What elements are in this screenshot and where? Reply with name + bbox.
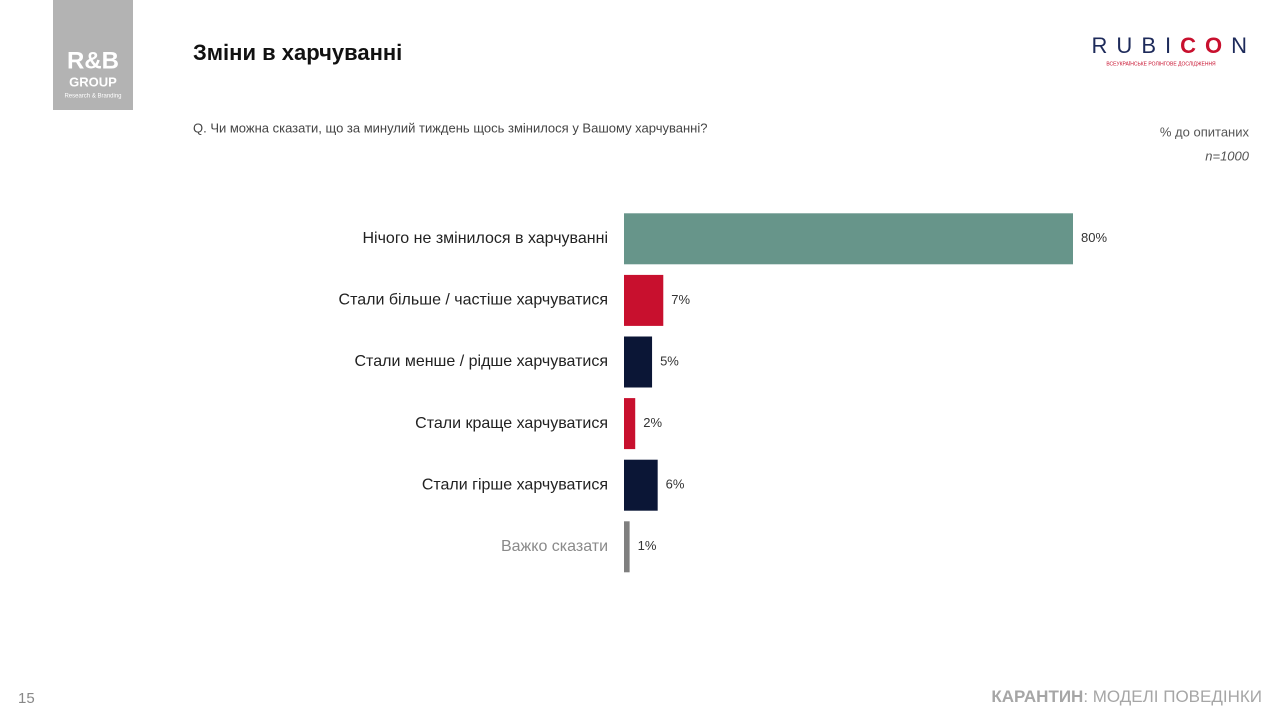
category-label: Важко сказати (501, 538, 608, 555)
sample: n=1000 (1205, 148, 1250, 163)
bar (624, 398, 636, 450)
footer-bold: КАРАНТИН (991, 687, 1083, 706)
brand-part: RUBI (1092, 33, 1181, 58)
value-label: 6% (666, 477, 685, 492)
brand: RUBICON (1092, 33, 1256, 58)
footer: КАРАНТИН: МОДЕЛІ ПОВЕДІНКИ (991, 687, 1262, 706)
category-label: Стали гірше харчуватися (422, 476, 608, 493)
bar (624, 521, 630, 573)
category-label: Стали більше / частіше харчуватися (339, 292, 608, 309)
category-label: Стали менше / рідше харчуватися (355, 353, 609, 370)
bar (624, 336, 653, 388)
note: % до опитаних (1160, 124, 1250, 139)
value-label: 80% (1081, 230, 1107, 245)
title: Зміни в харчуванні (193, 40, 402, 65)
logo-name: R&B (67, 47, 119, 74)
category-label: Нічого не змінилося в харчуванні (362, 230, 608, 247)
logo-sub: GROUP (69, 74, 117, 89)
footer-rest: : МОДЕЛІ ПОВЕДІНКИ (1083, 687, 1262, 706)
brand-part: CO (1180, 33, 1231, 58)
question: Q. Чи можна сказати, що за минулий тижде… (193, 120, 707, 135)
bar (624, 213, 1073, 265)
bar (624, 459, 658, 511)
logo-tagline: Research & Branding (64, 94, 121, 100)
value-label: 7% (671, 292, 690, 307)
page-number: 15 (18, 690, 35, 707)
plot: Нічого не змінилося в харчуванні 80% Стали… (339, 213, 1107, 573)
category-label: Стали краще харчуватися (415, 415, 608, 432)
brand-tagline: ВСЕУКРАЇНСЬКЕ РОЛІНГОВЕ ДОСЛІДЖЕННЯ (1106, 60, 1216, 67)
bar (624, 274, 664, 326)
brand-part: N (1231, 33, 1256, 58)
value-label: 2% (643, 415, 662, 430)
value-label: 5% (660, 353, 679, 368)
logo-box (53, 0, 133, 110)
value-label: 1% (638, 538, 657, 553)
